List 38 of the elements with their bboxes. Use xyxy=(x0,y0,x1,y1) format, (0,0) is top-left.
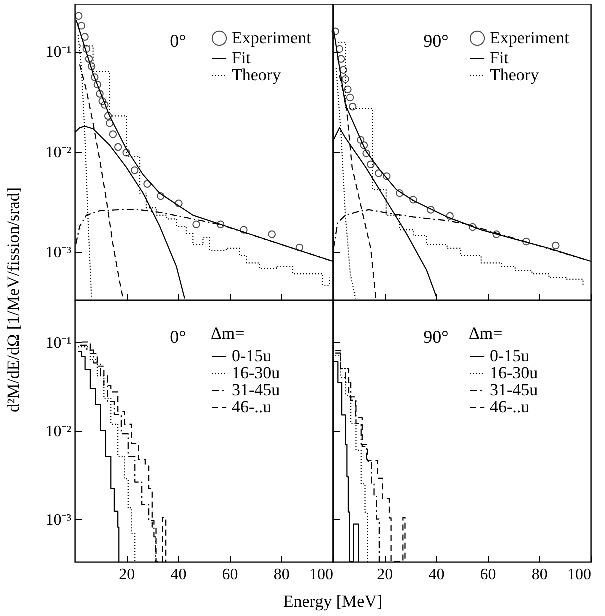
x-axis-title: Energy [MeV] xyxy=(283,592,383,612)
legend-title: Δm= xyxy=(211,324,245,343)
annotation: 90° xyxy=(424,31,449,51)
x-tick-label: 20 xyxy=(119,566,136,584)
legend-label: 46-..u xyxy=(232,398,272,416)
legend-label: 0-15u xyxy=(232,346,272,366)
y-tick-label: 10⁻¹ xyxy=(46,334,72,352)
legend-label: Fit xyxy=(232,48,252,68)
x-tick-label: 40 xyxy=(428,566,445,584)
legend-label: Fit xyxy=(490,48,510,68)
x-tick-label: 80 xyxy=(532,566,548,584)
y-tick-label: 10⁻² xyxy=(46,423,72,440)
y-axis-title: d²M/dE/dΩ [1/MeV/fission/srad] xyxy=(4,187,24,413)
x-tick-label: 80 xyxy=(274,566,290,584)
legend-label: Experiment xyxy=(232,28,312,48)
legend-label: 16-30u xyxy=(490,364,539,382)
legend-label: 31-45u xyxy=(232,380,281,400)
y-tick-label: 10⁻² xyxy=(46,144,72,162)
legend-label: Theory xyxy=(232,66,282,84)
y-tick-label: 10⁻³ xyxy=(46,244,72,262)
legend-label: Theory xyxy=(490,66,540,84)
legend-title: Δm= xyxy=(469,324,503,343)
legend-label: Experiment xyxy=(490,28,570,48)
y-tick-label: 10⁻³ xyxy=(46,512,72,529)
x-tick-label: 40 xyxy=(170,566,187,584)
legend-label: 46-..u xyxy=(490,398,530,416)
x-tick-label: 60 xyxy=(480,566,496,584)
x-tick-label: 100 xyxy=(568,566,592,584)
x-tick-label: 100 xyxy=(310,566,334,584)
x-tick-label: 20 xyxy=(377,566,394,584)
legend-label: 31-45u xyxy=(490,380,539,400)
annotation: 90° xyxy=(424,327,449,347)
legend-label: 16-30u xyxy=(232,364,281,382)
annotation: 0° xyxy=(170,31,186,51)
annotation: 0° xyxy=(170,327,186,347)
legend-label: 0-15u xyxy=(490,346,530,366)
x-tick-label: 60 xyxy=(222,566,238,584)
y-tick-label: 10⁻¹ xyxy=(46,44,72,62)
